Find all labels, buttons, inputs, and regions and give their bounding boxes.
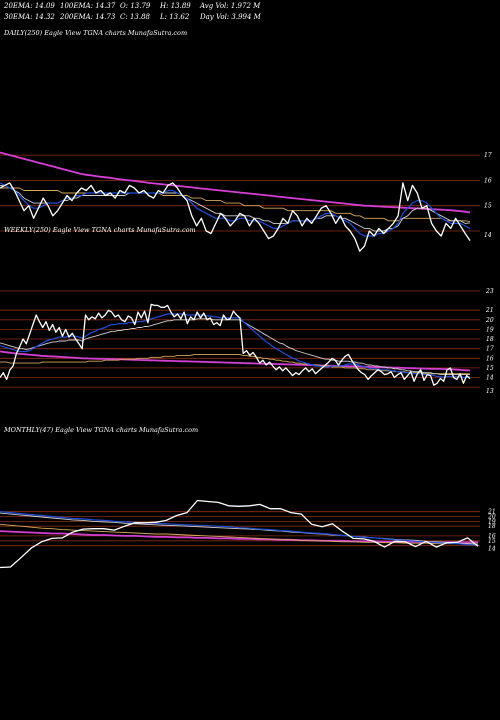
monthly-panel-label: MONTHLY(47) Eagle View TGNA charts Munaf… [3, 426, 198, 434]
weekly-price-line [0, 303, 471, 386]
stat-ema200: 200EMA: 14.73 [59, 13, 116, 21]
daily-ema30-line [0, 184, 471, 232]
monthly-tick-16: 16 [488, 533, 496, 540]
stat-open: O: 13.79 [120, 2, 151, 10]
monthly-tick-14: 14 [488, 546, 496, 553]
weekly-tick-23: 23 [485, 288, 494, 295]
stat-ema30: 30EMA: 14.32 [4, 13, 55, 21]
monthly-tick-21: 21 [487, 509, 496, 516]
daily-ema100-line [0, 187, 471, 223]
weekly-tick-17: 17 [486, 346, 494, 353]
daily-tick-16: 16 [484, 177, 492, 184]
monthly-tick-18: 18 [488, 523, 496, 530]
stat-day-vol: Day Vol: 3.994 M [199, 13, 262, 21]
weekly-ema30-line [0, 318, 471, 376]
weekly-panel: WEEKLY(250) Eagle View TGNA charts Munaf… [0, 226, 494, 395]
daily-ema200-line [0, 151, 471, 214]
stat-ema20: 20EMA: 14.09 [3, 2, 55, 10]
daily-tick-17: 17 [484, 152, 492, 159]
monthly-tick-19: 19 [488, 518, 496, 525]
monthly-price-line [0, 499, 479, 569]
weekly-ema20-line [0, 313, 471, 379]
weekly-panel-label: WEEKLY(250) Eagle View TGNA charts Munaf… [4, 226, 196, 234]
stat-avg-vol: Avg Vol: 1.972 M [199, 2, 261, 10]
weekly-tick-14: 14 [486, 375, 494, 382]
weekly-tick-18: 18 [486, 336, 494, 343]
weekly-tick-15: 15 [486, 365, 494, 372]
weekly-tick-19: 19 [486, 326, 494, 333]
monthly-ema20-line [0, 511, 479, 546]
stat-close: C: 13.88 [120, 13, 151, 21]
stat-high: H: 13.89 [159, 2, 191, 10]
stats-header: 20EMA: 14.09 100EMA: 14.37 O: 13.79 H: 1… [3, 2, 262, 21]
weekly-tick-13: 13 [486, 388, 494, 395]
weekly-tick-20: 20 [485, 317, 494, 324]
weekly-tick-16: 16 [486, 355, 494, 362]
daily-tick-15: 15 [484, 203, 492, 210]
stat-low: L: 13.62 [159, 13, 190, 21]
monthly-tick-15: 15 [488, 538, 496, 545]
weekly-ema200-line [0, 350, 471, 372]
daily-panel-label: DAILY(250) Eagle View TGNA charts Munafa… [3, 29, 187, 37]
daily-tick-14: 14 [484, 232, 492, 239]
daily-panel: DAILY(250) Eagle View TGNA charts Munafa… [0, 29, 492, 252]
weekly-tick-21: 21 [485, 307, 494, 314]
daily-price-line [0, 182, 471, 252]
monthly-tick-20: 20 [487, 514, 496, 521]
stat-ema100: 100EMA: 14.37 [60, 2, 116, 10]
monthly-panel: MONTHLY(47) Eagle View TGNA charts Munaf… [0, 426, 496, 569]
